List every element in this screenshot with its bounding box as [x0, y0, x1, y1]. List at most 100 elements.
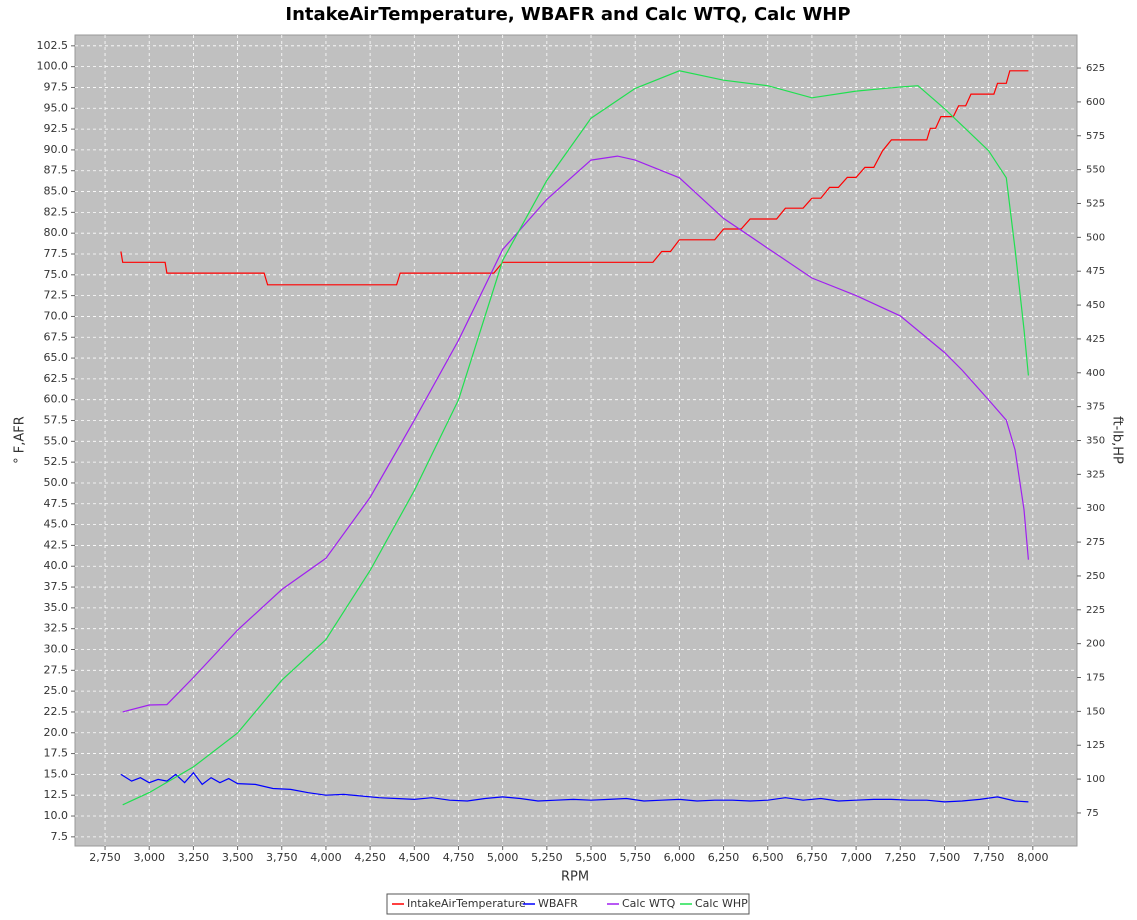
series-line [120, 771, 1029, 803]
y2-tick-label: 475 [1086, 266, 1105, 277]
y-tick-label: 25.0 [44, 684, 69, 697]
x-tick-label: 7,750 [973, 851, 1005, 864]
x-tick-label: 3,000 [133, 851, 165, 864]
y-tick-label: 35.0 [44, 601, 69, 614]
x-tick-label: 6,750 [796, 851, 828, 864]
y2-axis-label: ft-lb,HP [1110, 416, 1125, 464]
y-tick-label: 27.5 [44, 663, 69, 676]
y-tick-label: 100.0 [37, 60, 69, 73]
y2-tick-label: 250 [1086, 571, 1105, 582]
y2-tick-label: 400 [1086, 368, 1105, 379]
x-tick-label: 8,000 [1017, 851, 1049, 864]
y2-tick-label: 325 [1086, 469, 1105, 480]
series-line [120, 70, 1029, 286]
legend-box [386, 893, 750, 915]
y-tick-label: 62.5 [44, 372, 69, 385]
y-tick-label: 40.0 [44, 559, 69, 572]
x-tick-label: 5,750 [619, 851, 651, 864]
y-tick-label: 65.0 [44, 351, 69, 364]
y-tick-label: 82.5 [44, 205, 69, 218]
y-tick-label: 45.0 [44, 518, 69, 531]
x-tick-label: 6,500 [752, 851, 784, 864]
y-tick-label: 72.5 [44, 289, 69, 302]
y2-tick-label: 150 [1086, 706, 1105, 717]
y-tick-label: 92.5 [44, 122, 69, 135]
y-tick-label: 85.0 [44, 185, 69, 198]
y-tick-label: 60.0 [44, 393, 69, 406]
x-tick-label: 7,500 [929, 851, 961, 864]
y-tick-label: 80.0 [44, 226, 69, 239]
series-line [122, 155, 1029, 713]
y2-tick-label: 575 [1086, 131, 1105, 142]
x-tick-label: 3,250 [178, 851, 210, 864]
x-tick-label: 6,000 [664, 851, 696, 864]
y2-tick-label: 300 [1086, 503, 1105, 514]
x-tick-label: 5,250 [531, 851, 563, 864]
y-tick-label: 15.0 [44, 767, 69, 780]
y-tick-label: 57.5 [44, 414, 69, 427]
y-tick-label: 90.0 [44, 143, 69, 156]
x-axis-label: RPM [561, 870, 589, 885]
y-tick-label: 37.5 [44, 580, 69, 593]
y-axis-label: ° F,AFR [13, 416, 28, 464]
chart-title: IntakeAirTemperature, WBAFR and Calc WTQ… [285, 4, 850, 25]
y-tick-label: 32.5 [44, 622, 69, 635]
y2-tick-label: 350 [1086, 436, 1105, 447]
x-tick-label: 4,000 [310, 851, 342, 864]
y2-tick-label: 75 [1086, 808, 1099, 819]
y2-tick-label: 425 [1086, 334, 1105, 345]
y-tick-label: 30.0 [44, 642, 69, 655]
x-tick-label: 7,250 [885, 851, 917, 864]
y2-tick-label: 450 [1086, 300, 1105, 311]
y-tick-label: 67.5 [44, 330, 69, 343]
series-line [122, 70, 1029, 806]
y-tick-label: 50.0 [44, 476, 69, 489]
y-tick-label: 77.5 [44, 247, 69, 260]
y2-tick-label: 500 [1086, 232, 1105, 243]
y-tick-label: 12.5 [44, 788, 69, 801]
y-tick-label: 97.5 [44, 80, 69, 93]
y-tick-label: 10.0 [44, 809, 69, 822]
y2-tick-label: 200 [1086, 639, 1105, 650]
x-tick-label: 2,750 [89, 851, 121, 864]
legend-label: Calc WHP [695, 897, 748, 910]
x-tick-label: 6,250 [708, 851, 740, 864]
x-tick-label: 4,750 [443, 851, 475, 864]
y-tick-label: 42.5 [44, 538, 69, 551]
y2-tick-label: 175 [1086, 673, 1105, 684]
x-tick-label: 5,000 [487, 851, 519, 864]
y-tick-label: 47.5 [44, 497, 69, 510]
y2-tick-label: 625 [1086, 63, 1105, 74]
y-tick-label: 70.0 [44, 309, 69, 322]
x-tick-label: 3,750 [266, 851, 298, 864]
y-tick-label: 55.0 [44, 434, 69, 447]
y-tick-label: 87.5 [44, 164, 69, 177]
y2-tick-label: 100 [1086, 774, 1105, 785]
plot-area [74, 34, 1078, 847]
legend-label: IntakeAirTemperature [407, 897, 526, 910]
y-tick-label: 20.0 [44, 726, 69, 739]
y-tick-label: 7.5 [51, 830, 69, 843]
y-tick-label: 22.5 [44, 705, 69, 718]
y2-tick-label: 550 [1086, 165, 1105, 176]
y-tick-label: 102.5 [37, 39, 69, 52]
y-tick-label: 17.5 [44, 747, 69, 760]
x-tick-label: 5,500 [575, 851, 607, 864]
legend-label: Calc WTQ [622, 897, 676, 910]
y-tick-label: 95.0 [44, 101, 69, 114]
x-tick-label: 4,500 [399, 851, 431, 864]
y2-tick-label: 600 [1086, 97, 1105, 108]
y2-tick-label: 525 [1086, 198, 1105, 209]
legend-label: WBAFR [538, 897, 578, 910]
y-tick-label: 52.5 [44, 455, 69, 468]
y2-tick-label: 125 [1086, 740, 1105, 751]
y-tick-label: 75.0 [44, 268, 69, 281]
y2-tick-label: 375 [1086, 402, 1105, 413]
x-tick-label: 4,250 [354, 851, 386, 864]
y2-tick-label: 225 [1086, 605, 1105, 616]
x-tick-label: 7,000 [840, 851, 872, 864]
x-tick-label: 3,500 [222, 851, 254, 864]
y2-tick-label: 275 [1086, 537, 1105, 548]
